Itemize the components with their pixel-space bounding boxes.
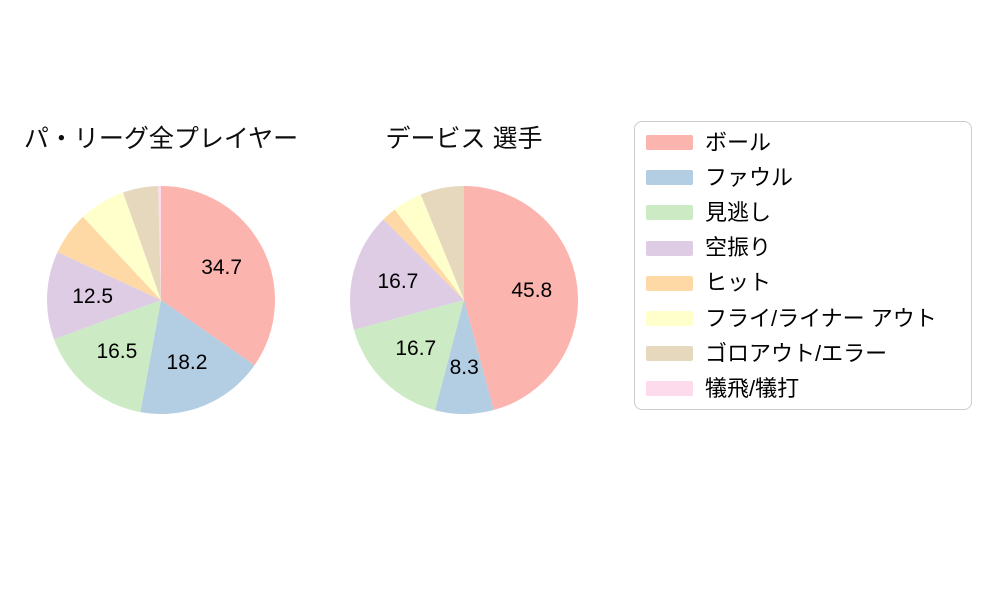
pie-slice-2 <box>53 300 162 413</box>
legend-swatch-7 <box>646 381 693 397</box>
legend-swatch-1 <box>646 170 693 186</box>
pie-slice-value-label-1: 8.3 <box>449 356 479 380</box>
legend-label-1: ファウル <box>705 164 794 190</box>
pie-slice-1 <box>140 300 255 414</box>
pie-slice-value-label-0: 45.8 <box>511 279 553 302</box>
legend-item-3: 空振り <box>635 231 971 266</box>
legend-swatch-3 <box>646 240 693 256</box>
pie-slice-4 <box>57 216 161 300</box>
pie-slice-7 <box>158 186 161 300</box>
legend-item-7: 犠飛/犠打 <box>635 371 971 406</box>
pie-slice-0 <box>161 186 275 366</box>
legend-swatch-6 <box>646 346 693 362</box>
pie-slice-6 <box>123 186 161 300</box>
pie-slice-4 <box>383 209 464 300</box>
legend-swatch-2 <box>646 205 693 221</box>
pie-svg <box>47 186 275 414</box>
pie-slice-value-label-1: 18.2 <box>166 351 208 375</box>
legend-item-5: フライ/ライナー アウト <box>635 301 971 336</box>
pie-slice-value-label-3: 12.5 <box>72 285 114 309</box>
pie-slice-5 <box>82 192 161 300</box>
legend-label-2: 見逃し <box>705 199 772 225</box>
legend-label-3: 空振り <box>705 235 772 261</box>
legend-label-6: ゴロアウト/エラー <box>705 340 888 366</box>
pie-slice-6 <box>420 186 464 300</box>
legend-label-5: フライ/ライナー アウト <box>705 305 937 331</box>
pie-slice-3 <box>47 252 161 340</box>
pie-chart-davis-player: 45.8 8.3 16.7 16.7 <box>350 186 578 414</box>
legend-label-4: ヒット <box>705 270 772 296</box>
pie-slice-2 <box>353 300 464 411</box>
legend: ボールファウル見逃し空振りヒットフライ/ライナー アウト ゴロアウト/エラー 犠飛/… <box>634 121 972 410</box>
pie-slice-value-label-2: 16.5 <box>96 340 138 364</box>
legend-swatch-4 <box>646 275 693 291</box>
pie-slice-1 <box>434 300 494 414</box>
legend-item-4: ヒット <box>635 266 971 301</box>
pie-chart-pa-league-all-players: 34.7 18.2 16.5 12.5 <box>47 186 275 414</box>
legend-swatch-0 <box>646 135 693 151</box>
pie-slice-value-label-0: 34.7 <box>201 256 243 280</box>
left-pie-title: パ・リーグ全プレイヤー <box>23 125 299 153</box>
legend-label-0: ボール <box>705 129 772 155</box>
pie-slice-5 <box>394 194 464 300</box>
legend-item-0: ボール <box>635 125 971 160</box>
legend-item-1: ファウル <box>635 160 971 195</box>
legend-swatch-5 <box>646 311 693 327</box>
legend-label-7: 犠飛/犠打 <box>705 375 800 401</box>
pie-slice-0 <box>464 186 578 411</box>
pie-svg <box>350 186 578 414</box>
pie-slice-3 <box>350 219 464 330</box>
legend-item-6: ゴロアウト/エラー <box>635 336 971 371</box>
legend-item-2: 見逃し <box>635 195 971 230</box>
pie-slice-value-label-2: 16.7 <box>395 336 437 360</box>
pie-slice-value-label-3: 16.7 <box>377 270 419 294</box>
right-pie-title: デービス 選手 <box>385 125 543 153</box>
